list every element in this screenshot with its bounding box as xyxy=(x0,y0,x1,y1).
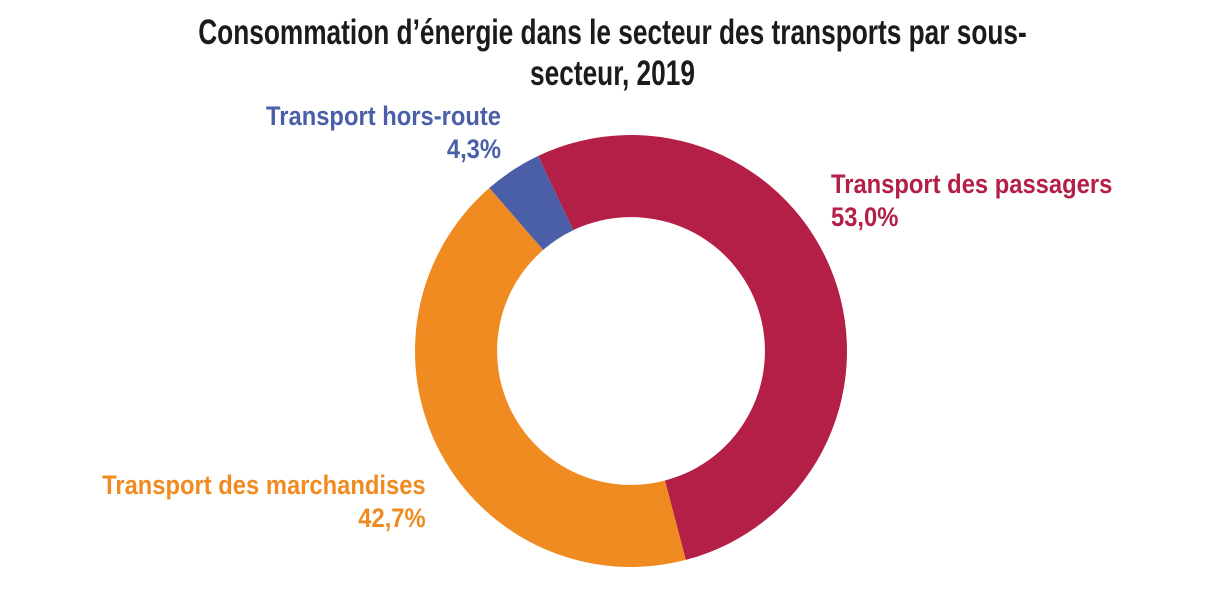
donut-slice-2 xyxy=(414,187,686,568)
slice-label-marchandises-name: Transport des marchandises xyxy=(102,470,426,500)
chart-title-line2: secteur, 2019 xyxy=(530,54,695,93)
donut-slice-3 xyxy=(489,156,574,250)
slice-label-marchandises: Transport des marchandises 42,7% xyxy=(102,469,426,535)
slice-label-hors-route-value: 4,3% xyxy=(446,134,501,164)
slice-label-hors-route: Transport hors-route 4,3% xyxy=(266,100,501,166)
donut-slice-1 xyxy=(538,135,847,560)
slice-label-passagers-value: 53,0% xyxy=(831,202,899,232)
slice-label-hors-route-name: Transport hors-route xyxy=(266,101,501,131)
slice-label-passagers: Transport des passagers 53,0% xyxy=(831,168,1112,234)
chart-title-line1: Consommation d’énergie dans le secteur d… xyxy=(198,13,1027,52)
chart-title: Consommation d’énergie dans le secteur d… xyxy=(0,12,1225,94)
slice-label-marchandises-value: 42,7% xyxy=(358,503,426,533)
slice-label-passagers-name: Transport des passagers xyxy=(831,169,1113,199)
